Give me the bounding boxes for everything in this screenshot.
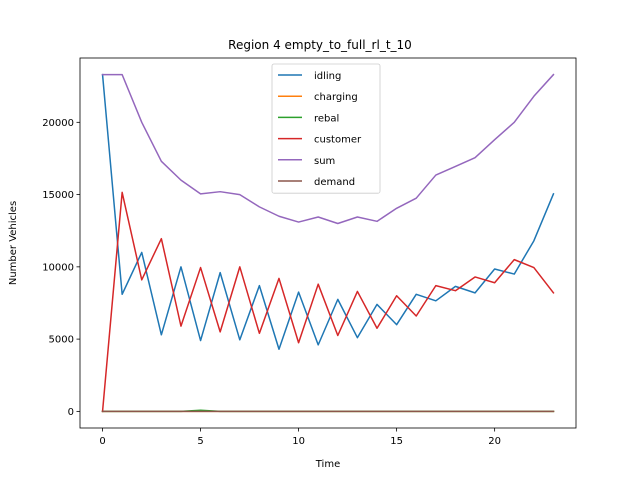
chart-title: Region 4 empty_to_full_rl_t_10 xyxy=(228,38,412,52)
legend-label-charging: charging xyxy=(314,92,358,103)
legend-box xyxy=(271,63,381,194)
y-tick-label: 10000 xyxy=(42,262,74,273)
legend-label-customer: customer xyxy=(314,135,362,146)
plot-frame xyxy=(79,57,577,429)
series-line-idling xyxy=(101,73,555,350)
y-axis: 0 5000 10000 15000 20000 xyxy=(42,118,80,418)
y-axis-label: Number Vehicles xyxy=(8,201,19,285)
y-tick-label: 20000 xyxy=(42,118,74,129)
x-tick-label: 10 xyxy=(292,436,305,447)
legend-label-sum: sum xyxy=(314,156,335,167)
x-axis: 0 5 10 15 20 xyxy=(99,428,501,447)
legend-label-rebal: rebal xyxy=(314,113,339,124)
legend-label-idling: idling xyxy=(314,71,341,82)
x-tick-label: 0 xyxy=(99,436,105,447)
x-tick-label: 5 xyxy=(197,436,203,447)
y-tick-label: 5000 xyxy=(49,335,74,346)
legend: idling charging rebal customer sum demand xyxy=(271,63,381,194)
y-tick-label: 0 xyxy=(68,407,74,418)
x-axis-label: Time xyxy=(315,459,340,470)
series-line-customer xyxy=(101,191,555,413)
y-tick-label: 15000 xyxy=(42,190,74,201)
x-tick-label: 15 xyxy=(390,436,403,447)
series-layer xyxy=(101,73,555,413)
legend-label-demand: demand xyxy=(314,177,355,188)
x-tick-label: 20 xyxy=(488,436,501,447)
series-line-sum xyxy=(101,73,555,225)
plot-area xyxy=(79,57,577,429)
